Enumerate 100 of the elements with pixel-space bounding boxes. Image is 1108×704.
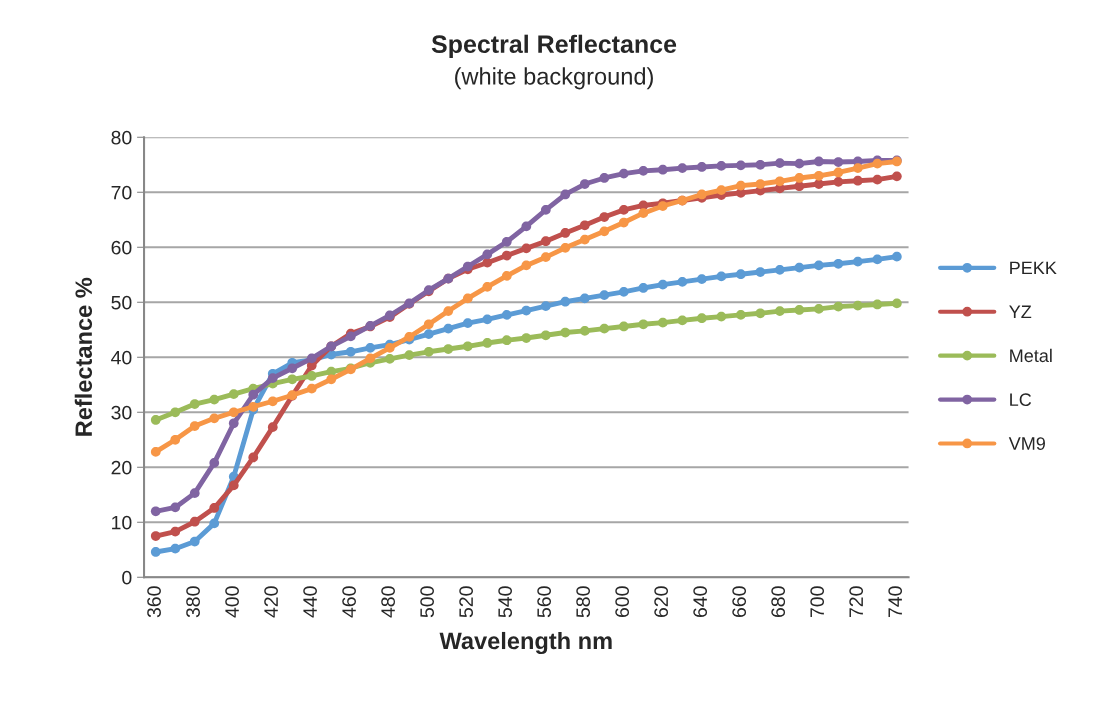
point [716,185,727,195]
point [774,176,785,187]
point [189,488,200,498]
point [657,164,668,175]
point [892,171,902,182]
point [521,243,532,254]
point [482,282,493,292]
x-tick-label: 640 [693,586,708,618]
point [228,418,239,429]
y-tick-label: 20 [111,460,132,475]
point [755,308,766,319]
y-tick-label: 40 [111,350,132,365]
point [228,407,239,418]
point [599,212,610,222]
y-tick-label: 10 [112,515,132,530]
point [189,536,200,547]
point [794,158,805,169]
point [677,315,688,326]
point [892,298,902,309]
point [306,383,317,394]
point [365,343,376,353]
point [462,293,473,304]
x-axis-title: Wavelength nm [439,631,612,655]
legend-label: PEKK [1010,261,1057,275]
point [599,226,610,237]
x-tick-label: 720 [849,586,864,618]
point [482,338,493,348]
point [521,333,532,343]
point [618,168,629,179]
x-tick-label: 360 [147,586,161,618]
point [150,415,161,425]
point [150,506,161,517]
point [618,321,629,332]
point [209,518,220,529]
point [501,335,512,346]
point [618,205,629,215]
y-tick-label: 50 [111,295,132,310]
x-tick-label: 380 [186,586,200,618]
point [560,189,571,200]
x-tick-label: 680 [771,586,786,618]
x-tick-label: 540 [498,586,513,618]
point [209,394,220,405]
point [774,264,785,275]
x-tick-label: 580 [576,586,591,618]
point [872,254,883,265]
point [443,344,454,354]
point [443,306,454,316]
point [189,421,200,431]
point [170,502,181,513]
point [560,327,571,338]
point [813,260,824,271]
point [482,314,493,325]
x-tick-label: 400 [225,586,239,618]
point [540,236,551,247]
point [267,373,278,384]
point [813,156,824,167]
point [287,363,298,374]
point [794,173,805,183]
point [365,353,376,364]
y-tick-label: 80 [111,130,132,145]
point [735,180,746,191]
point [677,163,688,173]
point [735,269,746,280]
x-tick-label: 660 [732,586,747,618]
point [716,271,727,282]
y-tick-label: 0 [122,570,132,585]
point [501,271,512,281]
point [833,258,844,269]
point [872,299,883,310]
point [852,300,863,311]
point [287,374,298,385]
point [852,256,863,267]
point [189,399,200,409]
point [657,279,668,290]
point [501,310,512,320]
point [755,267,766,277]
point [618,286,629,297]
point [696,274,707,285]
point [540,205,551,215]
point [813,179,824,189]
point [657,317,668,328]
point [228,389,239,399]
point [579,293,590,304]
x-tick-label: 520 [459,586,474,618]
point [209,503,220,513]
x-tick-label: 500 [420,586,434,618]
point [384,343,395,353]
point [248,452,259,463]
point [267,396,278,407]
point [521,305,532,316]
point [404,350,415,360]
point [170,526,181,537]
point [209,413,220,424]
point [521,260,532,271]
point [599,323,610,334]
y-tick-label: 60 [111,240,132,255]
point [462,318,473,329]
point [735,310,746,320]
point [892,251,902,262]
point [735,160,746,171]
